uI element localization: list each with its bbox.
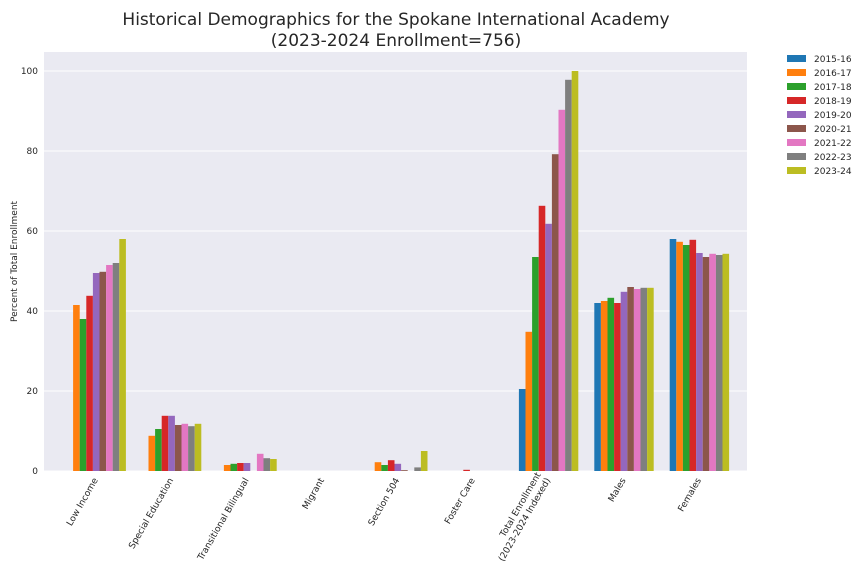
x-tick-label: Transitional Bilingual xyxy=(196,477,252,564)
bar xyxy=(155,429,162,471)
bar xyxy=(168,415,175,471)
y-tick-label: 80 xyxy=(27,147,39,157)
chart-title: Historical Demographics for the Spokane … xyxy=(122,10,669,30)
legend-swatch xyxy=(787,125,806,132)
bar xyxy=(620,291,628,471)
bar xyxy=(538,205,546,472)
bar xyxy=(518,389,526,471)
bar xyxy=(394,463,402,471)
bar xyxy=(270,459,277,471)
bar xyxy=(571,71,579,471)
y-tick-label: 40 xyxy=(27,307,39,317)
bars xyxy=(73,71,730,472)
bar xyxy=(633,289,641,471)
bar xyxy=(607,297,615,471)
legend-swatch xyxy=(787,83,806,90)
bar xyxy=(689,239,697,471)
legend-swatch xyxy=(787,97,806,104)
bar xyxy=(722,253,730,471)
bar xyxy=(112,263,120,471)
legend-label: 2017-18 xyxy=(814,83,852,93)
bar xyxy=(174,425,182,471)
x-axis-ticks: Low Income Special Education Transitional … xyxy=(65,471,704,564)
chart-subtitle: (2023-2024 Enrollment=756) xyxy=(271,31,521,51)
legend-label: 2023-24 xyxy=(814,167,852,177)
legend-label: 2022-23 xyxy=(814,153,852,163)
bar xyxy=(594,303,601,471)
bar xyxy=(243,463,251,471)
bar xyxy=(558,109,566,472)
legend-label: 2019-20 xyxy=(814,111,852,121)
bar xyxy=(256,453,264,471)
bar xyxy=(709,253,716,471)
y-tick-label: 100 xyxy=(21,67,38,77)
bar xyxy=(381,465,388,471)
bar xyxy=(551,154,559,471)
bar xyxy=(545,223,552,471)
bar xyxy=(230,463,238,471)
bar xyxy=(715,255,723,471)
bar xyxy=(263,458,271,471)
bar xyxy=(92,273,100,471)
bar xyxy=(696,253,703,471)
bar xyxy=(79,319,87,471)
bar xyxy=(148,435,156,471)
x-tick-label: Low Income xyxy=(65,476,101,528)
bar xyxy=(161,415,169,471)
bar xyxy=(387,460,395,471)
bar xyxy=(627,287,634,471)
bar xyxy=(73,305,80,471)
bar xyxy=(614,303,621,471)
bar xyxy=(669,239,677,471)
legend-label: 2016-17 xyxy=(814,69,852,79)
bar xyxy=(463,469,470,471)
bar xyxy=(676,241,683,471)
legend-swatch xyxy=(787,55,806,62)
bar xyxy=(420,451,428,471)
legend-swatch xyxy=(787,111,806,118)
bar xyxy=(647,287,654,471)
bar xyxy=(181,423,189,471)
bar xyxy=(532,257,539,471)
bar xyxy=(401,470,408,471)
y-tick-label: 0 xyxy=(32,467,38,477)
bar xyxy=(525,331,533,471)
legend-label: 2015-16 xyxy=(814,55,852,65)
bar xyxy=(223,465,231,471)
x-tick-label: Total Enrollment(2023-2024 Indexed) xyxy=(488,471,554,564)
legend-swatch xyxy=(787,153,806,160)
y-tick-label: 60 xyxy=(27,227,39,237)
bar xyxy=(119,239,126,471)
x-tick-label: Special Education xyxy=(127,477,176,551)
bar xyxy=(565,79,572,472)
x-tick-label: Foster Care xyxy=(443,476,478,526)
x-tick-label: Females xyxy=(677,476,704,514)
bar xyxy=(86,295,93,471)
bar xyxy=(99,271,107,471)
legend-swatch xyxy=(787,139,806,146)
bar xyxy=(188,426,195,471)
bar xyxy=(374,462,382,471)
y-axis-ticks: 0 20 40 60 80 100 xyxy=(21,67,38,477)
bar xyxy=(237,463,244,471)
x-tick-label: Migrant xyxy=(301,476,327,511)
legend-label: 2021-22 xyxy=(814,139,852,149)
bar xyxy=(640,287,648,471)
legend: 2015-16 2016-17 2017-18 2018-19 2019-20 2020-… xyxy=(787,55,852,177)
x-tick-label: Section 504 xyxy=(367,476,403,528)
bar xyxy=(106,265,113,471)
bar xyxy=(414,467,421,471)
legend-swatch xyxy=(787,69,806,76)
x-tick-label: Males xyxy=(607,476,629,504)
bar xyxy=(702,257,710,471)
legend-label: 2020-21 xyxy=(814,125,852,135)
y-axis-label: Percent of Total Enrollment xyxy=(10,200,20,322)
legend-swatch xyxy=(787,167,806,174)
bar xyxy=(600,301,608,471)
legend-label: 2018-19 xyxy=(814,97,852,107)
y-tick-label: 20 xyxy=(27,387,39,397)
bar xyxy=(194,423,202,471)
bar xyxy=(682,245,690,471)
